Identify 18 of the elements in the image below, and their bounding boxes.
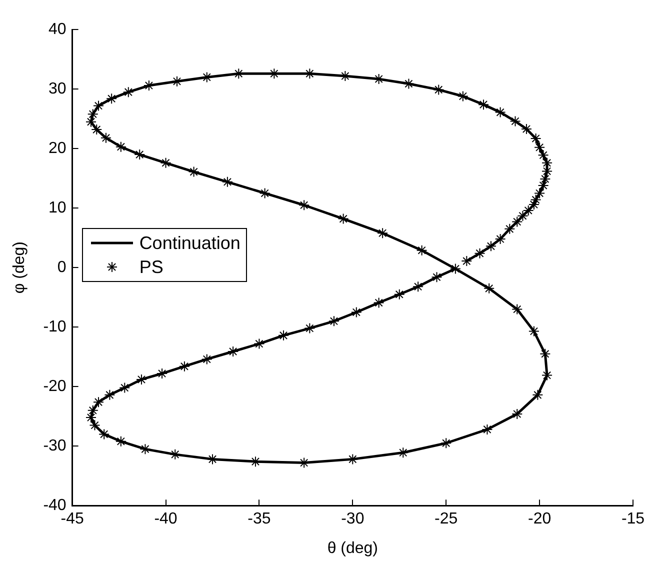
y-tick-label: 40 [48,21,66,38]
x-tick-label: -40 [154,510,178,528]
x-tick-label: -30 [341,510,364,528]
y-tick-label: 30 [48,80,66,98]
x-tick-label: -20 [528,510,552,528]
y-tick-label: 0 [57,259,66,276]
y-tick-label: 10 [48,200,66,217]
x-tick-label: -35 [248,510,271,528]
x-axis-title: θ (deg) [327,540,378,557]
x-tick-label: -15 [621,510,645,528]
legend-label: PS [139,256,164,279]
y-axis-title: φ (deg) [11,242,28,294]
y-tick-label: -10 [43,318,66,336]
legend-label: Continuation [139,232,240,255]
y-tick-label: -20 [43,378,66,396]
y-tick-label: -30 [43,438,66,455]
y-tick-label: 20 [48,140,66,158]
x-tick-label: -25 [434,510,458,528]
